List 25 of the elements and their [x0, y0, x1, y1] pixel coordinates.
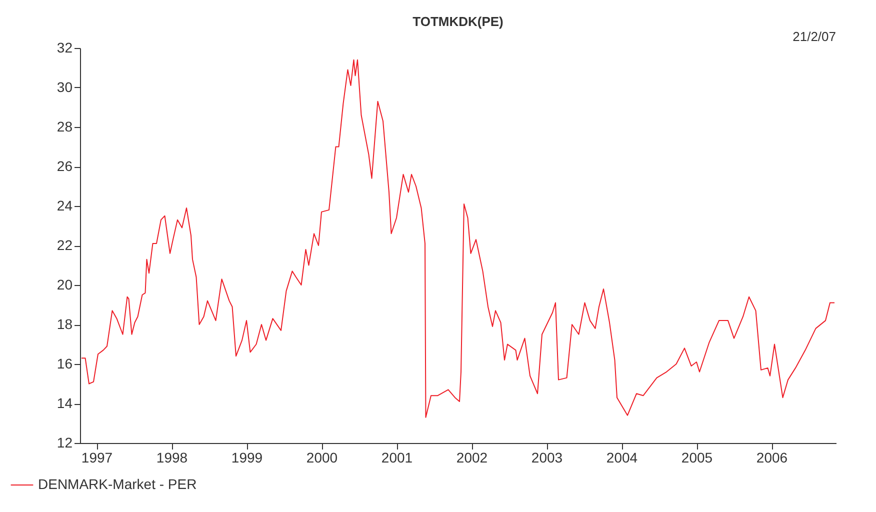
- y-tick-label: 14: [56, 395, 73, 411]
- text: 21/2/07: [792, 29, 836, 44]
- x-tick-label: 2006: [756, 450, 788, 466]
- y-tick-label: 28: [56, 118, 73, 134]
- line-series: [81, 59, 835, 418]
- x-tick-label: 2000: [306, 450, 338, 466]
- x-tick-label: 1997: [81, 450, 113, 466]
- x-tick-label: 2001: [381, 450, 413, 466]
- y-tick-label: 26: [56, 158, 73, 174]
- x-tick-label: 1998: [156, 450, 188, 466]
- chart-title: TOTMKDK(PE): [412, 14, 504, 29]
- y-tick-label: 20: [56, 276, 73, 292]
- y-tick-label: 16: [56, 356, 73, 372]
- y-tick-label: 22: [56, 237, 73, 253]
- legend-label: DENMARK-Market - PER: [38, 476, 197, 492]
- y-tick-label: 30: [56, 79, 73, 95]
- x-tick-label: 1999: [231, 450, 263, 466]
- y-tick-label: 18: [56, 316, 73, 332]
- x-tick-label: 2003: [531, 450, 563, 466]
- y-tick-label: 24: [56, 198, 73, 214]
- y-tick-label: 32: [56, 40, 73, 56]
- x-tick-label: 2005: [681, 450, 713, 466]
- y-tick-label: 12: [56, 434, 73, 450]
- x-tick-label: 2002: [456, 450, 488, 466]
- x-tick-label: 2004: [606, 450, 638, 466]
